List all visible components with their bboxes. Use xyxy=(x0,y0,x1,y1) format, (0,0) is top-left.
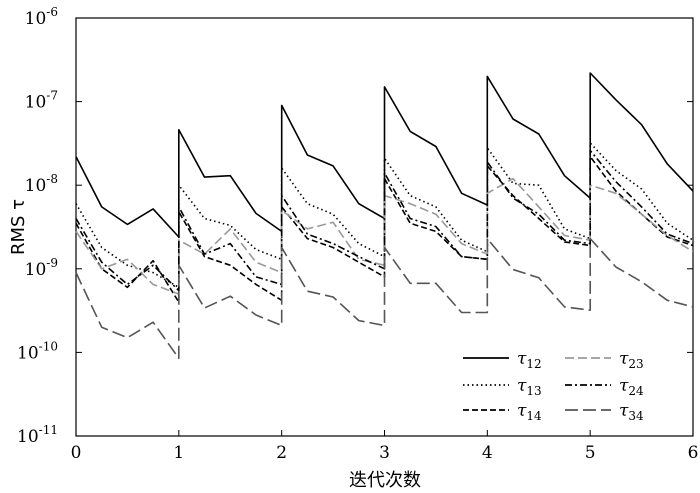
y-tick-label: 10-8 xyxy=(25,172,58,196)
legend-label-34: τ34 xyxy=(619,401,644,423)
x-tick-label: 0 xyxy=(71,443,82,463)
series-line-24 xyxy=(75,149,694,292)
series-layer xyxy=(75,72,694,360)
x-tick-label: 4 xyxy=(482,443,493,463)
y-tick-label: 10-11 xyxy=(17,423,58,447)
y-tick-label: 10-10 xyxy=(17,339,58,363)
x-tick-label: 2 xyxy=(276,443,287,463)
x-axis: 0 1 2 3 4 5 6 xyxy=(71,430,699,463)
y-axis-label: RMS τ xyxy=(8,199,29,255)
legend-label-23: τ23 xyxy=(619,349,644,371)
y-tick-label: 10-6 xyxy=(25,5,58,29)
series-line-34 xyxy=(75,237,694,360)
y-tick-label: 10-9 xyxy=(25,256,58,280)
legend-label-12: τ12 xyxy=(517,349,542,371)
x-axis-label: 迭代次数 xyxy=(349,470,421,491)
legend-label-24: τ24 xyxy=(619,376,644,398)
x-tick-label: 1 xyxy=(173,443,184,463)
y-axis: 10-11 10-10 10-9 10-8 10-7 10-6 xyxy=(17,5,693,447)
x-tick-label: 6 xyxy=(688,443,699,463)
y-tick-label: 10-7 xyxy=(25,89,58,113)
x-tick-label: 5 xyxy=(585,443,596,463)
legend: τ12 τ13 τ14 τ23 τ24 τ34 xyxy=(463,349,644,423)
x-tick-label: 3 xyxy=(379,443,390,463)
series-line-23 xyxy=(75,177,694,295)
legend-label-14: τ14 xyxy=(517,401,542,423)
legend-label-13: τ13 xyxy=(517,376,542,398)
